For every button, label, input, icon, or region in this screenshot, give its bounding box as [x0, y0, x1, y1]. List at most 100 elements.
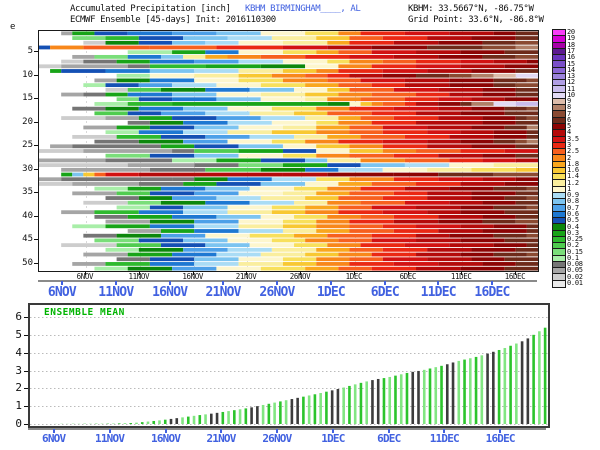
station-coordinates: KBHM: 33.5667°N, -86.75°W: [408, 4, 534, 14]
date-tick-label: 11DEC: [450, 272, 472, 281]
mean-y-tick-label: 0: [15, 417, 22, 430]
mean-y-tick-label: 4: [15, 345, 22, 359]
ensemble-heatmap-panel: [38, 30, 539, 272]
date-tick-label: 26NOV: [289, 272, 311, 281]
date-tick-mark: [138, 271, 140, 275]
mean-y-tick-label: 5: [15, 327, 22, 341]
colorbar-tick-label: 12: [567, 78, 575, 87]
member-tick-mark: [34, 192, 38, 194]
colorbar-cell: [553, 36, 565, 43]
colorbar-cell: [553, 55, 565, 62]
member-tick-mark: [34, 121, 38, 123]
date-tick-label: 6NOV: [76, 272, 94, 281]
mean-y-tick-label: 1: [15, 399, 22, 413]
date-tick-mark: [461, 271, 463, 275]
colorbar-cell: [553, 261, 565, 269]
colorbar-cell: [553, 180, 565, 187]
blue-date-label: 16DEC: [485, 432, 516, 445]
blue-date-tick: [383, 281, 386, 285]
blue-date-tick: [114, 281, 117, 285]
blue-date-label: 1DEC: [321, 432, 345, 445]
blue-date-tick: [329, 281, 332, 285]
colorbar-tick-label: 19: [567, 34, 575, 43]
member-tick-label: 10: [22, 69, 33, 80]
date-tick-mark: [515, 271, 516, 275]
mean-y-tick-mark: [24, 317, 28, 318]
blue-date-label: 11DEC: [420, 285, 457, 300]
colorbar-tick-label: 0.01: [567, 278, 583, 287]
member-tick-label: 15: [22, 93, 33, 104]
member-tick-label: 25: [22, 140, 33, 151]
member-tick-mark: [34, 215, 38, 217]
colorbar-tick-label: 16: [567, 53, 575, 62]
ensemble-mean-label: ENSEMBLE MEAN: [44, 307, 125, 318]
colorbar-tick-label: 0.6: [567, 209, 579, 218]
station-name: KBHM BIRMINGHAM____, AL: [245, 4, 361, 14]
colorbar-tick-label: 1.2: [567, 178, 579, 187]
colorbar-tick-label: 0.15: [567, 247, 583, 256]
blue-date-label: 16NOV: [151, 432, 181, 445]
colorbar-cell: [553, 268, 565, 275]
member-tick-label: 20: [22, 116, 33, 127]
colorbar-cell: [553, 42, 565, 49]
blue-date-label: 11NOV: [95, 432, 125, 445]
blue-date-tick: [108, 429, 111, 433]
colorbar-tick-label: 1.4: [567, 172, 579, 181]
chart-title: Accumulated Precipitation [inch]: [70, 4, 231, 14]
colorbar-cell: [553, 243, 565, 250]
blue-date-tick: [499, 429, 502, 433]
colorbar-cell: [553, 130, 565, 137]
blue-date-label: 26NOV: [262, 432, 292, 445]
date-tick-mark: [246, 271, 248, 275]
colorbar-tick-label: 1.8: [567, 159, 579, 168]
date-tick-mark: [353, 271, 355, 275]
colorbar-tick-label: 3: [567, 141, 571, 149]
colorbar-cell: [553, 217, 565, 225]
colorbar-cell: [553, 280, 565, 287]
colorbar-cell: [553, 192, 565, 200]
member-tick-mark: [34, 74, 38, 76]
colorbar-tick-label: 7: [567, 109, 571, 118]
blue-date-tick: [387, 429, 390, 433]
colorbar-cell: [553, 211, 565, 218]
blue-date-tick: [222, 281, 225, 285]
colorbar-cell: [553, 117, 565, 124]
date-tick-mark: [192, 271, 194, 275]
colorbar-tick-label: 2: [567, 153, 571, 162]
colorbar-cell: [553, 155, 565, 162]
colorbar-tick-label: 13: [567, 72, 575, 80]
mean-y-tick-mark: [24, 406, 28, 408]
date-tick-label: 1DEC: [345, 272, 363, 281]
mean-y-tick-mark: [24, 352, 28, 354]
member-tick-mark: [34, 239, 38, 241]
blue-date-tick: [443, 429, 446, 433]
member-tick-label: 5: [27, 46, 33, 57]
colorbar-cell: [553, 123, 565, 131]
member-tick-label: 35: [22, 187, 33, 198]
colorbar-cell: [553, 142, 565, 150]
blue-date-label: 21NOV: [206, 432, 236, 445]
colorbar-tick-label: 1.6: [567, 166, 579, 174]
colorbar-tick-label: 17: [567, 46, 575, 55]
colorbar-tick-label: 4: [567, 128, 571, 137]
colorbar-cell: [553, 86, 565, 93]
colorbar-cell: [553, 174, 565, 181]
colorbar-tick-label: 0.05: [567, 266, 583, 275]
blue-date-label: 1DEC: [316, 285, 346, 300]
colorbar-cell: [553, 205, 565, 212]
mean-y-tick-mark: [24, 370, 28, 372]
date-tick-mark: [300, 271, 301, 275]
blue-date-label: 11NOV: [98, 285, 134, 300]
colorbar-cell: [553, 30, 565, 37]
grid-point-coordinates: Grid Point: 33.6°N, -86.8°W: [408, 15, 544, 25]
blue-date-label: 6DEC: [377, 432, 401, 445]
ensemble-mean-bars: [30, 305, 548, 426]
member-tick-label: 40: [22, 210, 33, 221]
blue-date-tick: [52, 429, 55, 433]
colorbar-tick-label: 14: [567, 65, 575, 74]
colorbar-tick-label: 0.3: [567, 228, 579, 237]
colorbar-cell: [553, 61, 565, 68]
blue-date-label: 21NOV: [205, 285, 242, 300]
member-tick-mark: [34, 168, 38, 170]
